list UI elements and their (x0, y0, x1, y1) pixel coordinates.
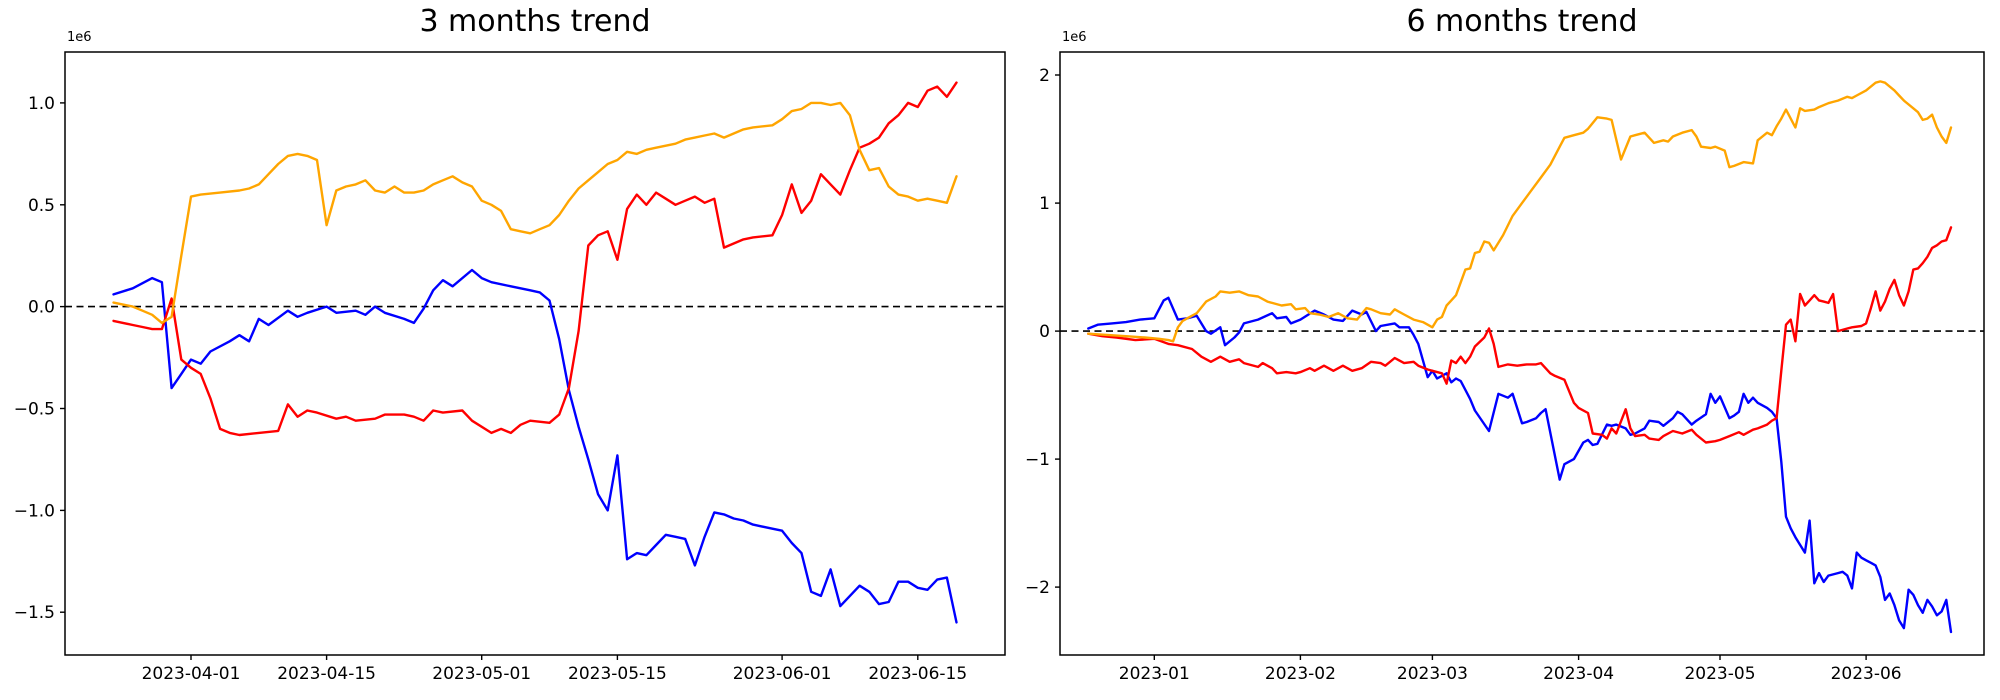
y-tick-label: 0.0 (28, 298, 55, 318)
axes-box (1059, 51, 1985, 656)
y-tick-label: −1 (1025, 450, 1050, 470)
y-tick-label: 2 (1039, 66, 1050, 86)
x-tick-label: 2023-06-01 (733, 664, 832, 684)
right-y-axis-offset-label: 1e6 (1062, 30, 1087, 45)
y-tick-label: 0 (1039, 322, 1050, 342)
x-tick-label: 2023-03 (1397, 664, 1468, 684)
y-tick-label: 0.5 (28, 196, 55, 216)
y-tick-label: 1.0 (28, 94, 55, 114)
chart-3-months-trend: 1.0 0.5 0.0 −0.5 −1.0 −1.5 2023-04-01 2023-04-1… (14, 51, 1006, 684)
x-tick-label: 2023-05 (1684, 664, 1755, 684)
y-tick-label: −1.5 (14, 603, 55, 623)
orange-series-line (112, 101, 958, 325)
x-tick-label: 2023-02 (1265, 664, 1336, 684)
x-tick-label: 2023-01 (1119, 664, 1190, 684)
y-tick-label: −0.5 (14, 400, 55, 420)
right-chart-title: 6 months trend (1406, 4, 1638, 39)
red-series-line (1087, 226, 1953, 444)
red-series-line (112, 81, 958, 437)
axes-box (64, 51, 1006, 656)
x-tick-label: 2023-06 (1831, 664, 1902, 684)
left-chart-title: 3 months trend (419, 4, 651, 39)
x-tick-label: 2023-04-01 (142, 664, 241, 684)
blue-series-line (112, 268, 958, 624)
chart-6-months-trend: 2 1 0 −1 −2 2023-01 2023-02 2023-03 2023-04 2023-… (1025, 51, 1985, 684)
blue-series-line (1087, 296, 1953, 634)
x-tick-label: 2023-04 (1543, 664, 1614, 684)
y-tick-label: 1 (1039, 194, 1050, 214)
y-tick-label: −1.0 (14, 501, 55, 521)
y-tick-label: −2 (1025, 578, 1050, 598)
orange-series-line (1087, 80, 1953, 343)
x-tick-label: 2023-04-15 (277, 664, 376, 684)
left-y-axis-offset-label: 1e6 (67, 30, 92, 45)
x-tick-label: 2023-05-15 (568, 664, 667, 684)
x-tick-label: 2023-05-01 (432, 664, 531, 684)
x-tick-label: 2023-06-15 (868, 664, 967, 684)
